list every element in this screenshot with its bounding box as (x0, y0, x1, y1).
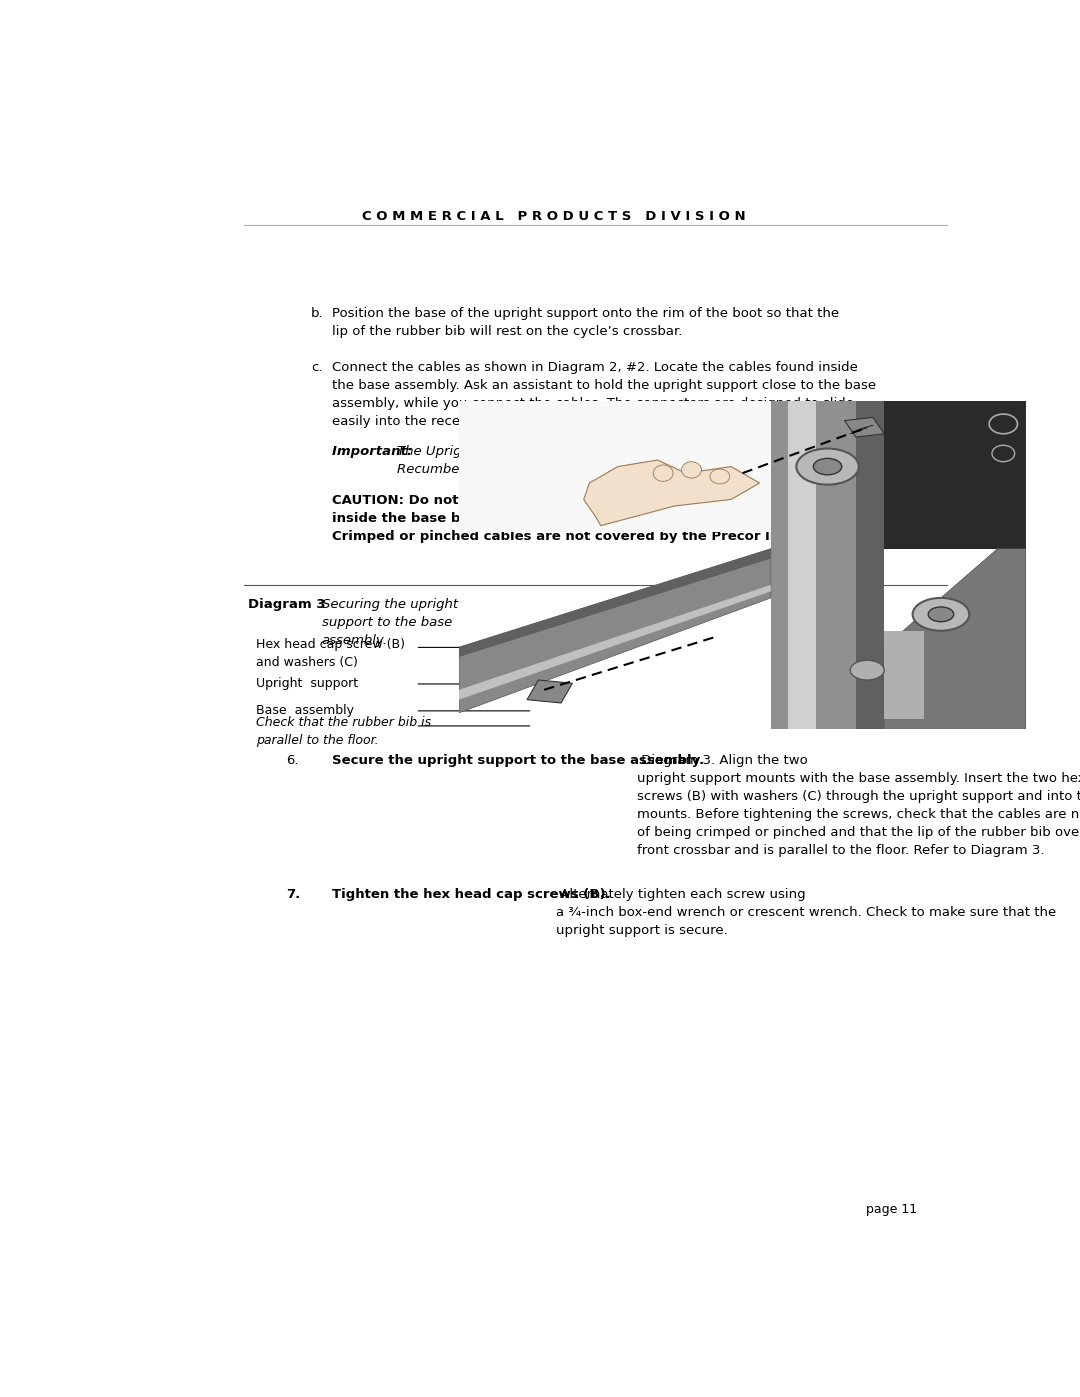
Polygon shape (459, 549, 771, 657)
Text: Do not force the connection: Do not force the connection (706, 419, 915, 432)
Polygon shape (885, 549, 1026, 729)
Polygon shape (527, 680, 572, 703)
Ellipse shape (928, 606, 954, 622)
Polygon shape (771, 401, 1026, 549)
Polygon shape (459, 401, 771, 532)
Polygon shape (856, 401, 885, 729)
Text: 6.: 6. (285, 754, 298, 767)
Ellipse shape (710, 469, 730, 483)
Text: Check that the rubber bib is
parallel to the floor.: Check that the rubber bib is parallel to… (256, 717, 432, 747)
Ellipse shape (681, 461, 701, 478)
Text: Secure the upright support to the base assembly.: Secure the upright support to the base a… (332, 754, 704, 767)
Text: .: . (866, 419, 870, 432)
Polygon shape (459, 549, 771, 712)
Ellipse shape (653, 465, 673, 482)
Ellipse shape (850, 661, 885, 680)
Text: C O M M E R C I A L   P R O D U C T S   D I V I S I O N: C O M M E R C I A L P R O D U C T S D I … (362, 210, 745, 222)
Polygon shape (771, 401, 885, 729)
Text: Hex head cap screw (B)
and washers (C): Hex head cap screw (B) and washers (C) (256, 638, 405, 669)
Text: Base  assembly: Base assembly (256, 704, 354, 718)
Ellipse shape (913, 598, 970, 631)
Text: Diagram 3: Diagram 3 (248, 598, 325, 610)
Text: Upright  support: Upright support (256, 678, 359, 690)
Polygon shape (845, 418, 885, 437)
Text: The Upright C846 has one cable to receptacle connection while the
Recumbent C846: The Upright C846 has one cable to recept… (397, 446, 843, 476)
Text: Connect the cables as shown in Diagram 2, #2. Locate the cables found inside
the: Connect the cables as shown in Diagram 2… (332, 362, 876, 429)
Polygon shape (459, 585, 771, 700)
Text: Alternately tighten each screw using
a ¾-inch box-end wrench or crescent wrench.: Alternately tighten each screw using a ¾… (556, 888, 1056, 937)
Polygon shape (788, 401, 816, 729)
Text: b.: b. (311, 307, 323, 320)
Polygon shape (885, 631, 924, 719)
Text: page 11: page 11 (866, 1203, 918, 1217)
Polygon shape (583, 460, 759, 525)
Text: Important:: Important: (332, 446, 417, 458)
Text: Diagram 3. Align the two
upright support mounts with the base assembly. Insert t: Diagram 3. Align the two upright support… (637, 754, 1080, 856)
Text: Tighten the hex head cap screws (B).: Tighten the hex head cap screws (B). (332, 888, 610, 901)
Ellipse shape (796, 448, 859, 485)
Text: CAUTION: Do not crimp or pinch the cable! Carefully, place the excess cable
insi: CAUTION: Do not crimp or pinch the cable… (332, 493, 907, 542)
Text: c.: c. (311, 362, 322, 374)
Ellipse shape (813, 458, 841, 475)
Text: Position the base of the upright support onto the rim of the boot so that the
li: Position the base of the upright support… (332, 307, 839, 338)
Text: Securing the upright
support to the base
assembly.: Securing the upright support to the base… (322, 598, 458, 647)
Text: 7.: 7. (285, 888, 300, 901)
